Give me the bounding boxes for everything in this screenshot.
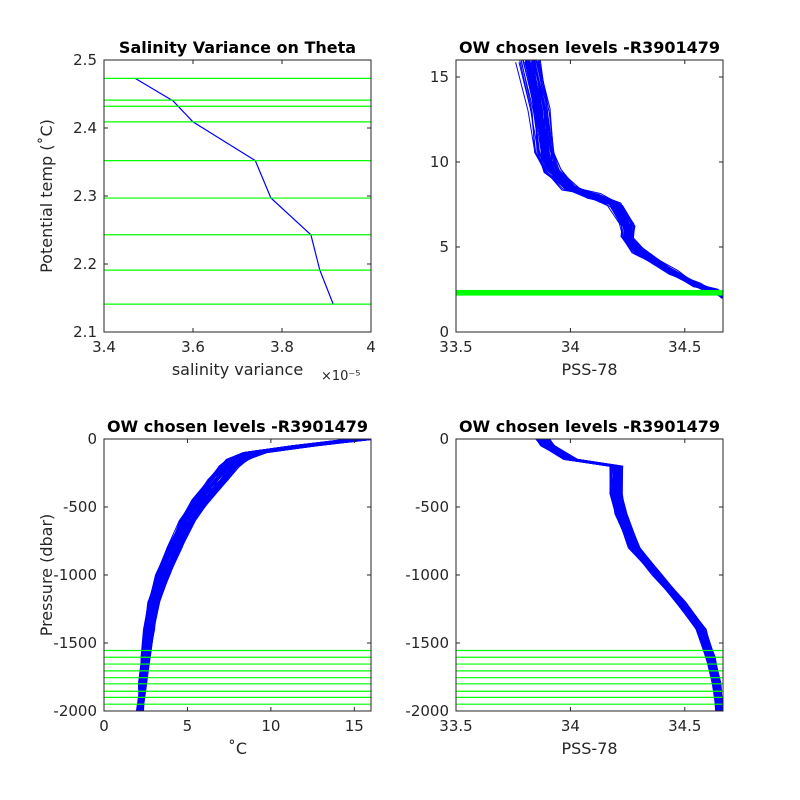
y-tick-label: 2.5 xyxy=(73,51,97,69)
panel-salinity-variance: 3.4 3.6 3.8 4 2.1 2.2 2.3 2.4 2.5 Salinity Varian… xyxy=(37,38,376,384)
y-tick-label: -1000 xyxy=(405,566,449,584)
profile-line xyxy=(139,439,371,711)
axes-frame xyxy=(455,59,724,333)
chart-title: OW chosen levels -R3901479 xyxy=(459,417,720,436)
profile-line xyxy=(535,439,717,711)
profile-line xyxy=(541,439,720,711)
profile-line xyxy=(549,439,723,711)
panel-salinity-pressure-profiles: 33.5 34 34.5 -2000 -1500 -1000 -500 0 OW chosen … xyxy=(405,417,724,758)
x-tick-label: 34.5 xyxy=(668,717,701,735)
chosen-level-band xyxy=(456,289,723,296)
x-tick-label: 3.6 xyxy=(181,338,205,356)
y-tick-label: 2.2 xyxy=(73,255,97,273)
x-axis-label: PSS-78 xyxy=(561,360,617,379)
plot-area xyxy=(104,439,371,711)
chart-title: OW chosen levels -R3901479 xyxy=(459,38,720,57)
plot-area xyxy=(456,60,723,300)
x-tick-label: 4 xyxy=(366,338,376,356)
x-tick-label: 33.5 xyxy=(439,338,472,356)
x-tick-label: 5 xyxy=(183,717,193,735)
panel-salinity-theta-profiles: 33.5 34 34.5 0 5 10 15 OW chosen levels -R39014… xyxy=(430,38,724,379)
x-tick-label: 33.5 xyxy=(439,717,472,735)
y-tick-label: 0 xyxy=(87,430,97,448)
x-tick-label: 10 xyxy=(261,717,280,735)
profile-line xyxy=(140,439,363,711)
profile-line xyxy=(529,60,723,299)
profile-line xyxy=(519,60,723,295)
y-tick-label: 0 xyxy=(439,323,449,341)
y-tick-label: -500 xyxy=(415,498,449,516)
profile-line xyxy=(138,439,371,711)
x-axis-label: salinity variance xyxy=(172,360,303,379)
profile-line xyxy=(535,439,717,711)
series-line xyxy=(134,77,334,305)
x-axis-exponent: ×10⁻⁵ xyxy=(321,369,361,384)
plot-area xyxy=(456,439,723,711)
y-tick-label: -1500 xyxy=(405,634,449,652)
y-tick-label: -2000 xyxy=(405,702,449,720)
chart-title: OW chosen levels -R3901479 xyxy=(107,417,368,436)
y-tick-label: 2.4 xyxy=(73,119,97,137)
x-axis-label: ˚C xyxy=(228,739,247,758)
profile-line xyxy=(140,439,361,711)
y-tick-label: -2000 xyxy=(53,702,97,720)
plot-area xyxy=(104,77,371,305)
panel-temperature-pressure-profiles: 0 5 10 15 -2000 -1500 -1000 -500 0 OW chosen leve… xyxy=(37,417,372,758)
y-tick-label: 2.1 xyxy=(73,323,97,341)
y-axis-label: Pressure (dbar) xyxy=(37,514,56,637)
x-tick-label: 34 xyxy=(561,338,580,356)
y-tick-label: 0 xyxy=(439,430,449,448)
y-axis-label: Potential temp (˚C) xyxy=(37,119,56,273)
profile-line xyxy=(522,60,721,295)
chart-title: Salinity Variance on Theta xyxy=(119,38,356,57)
x-tick-label: 3.4 xyxy=(92,338,116,356)
y-tick-label: 5 xyxy=(439,238,449,256)
y-tick-label: 15 xyxy=(430,68,449,86)
y-tick-label: -1000 xyxy=(53,566,97,584)
x-axis-label: PSS-78 xyxy=(561,739,617,758)
x-tick-label: 34 xyxy=(561,717,580,735)
y-tick-label: 10 xyxy=(430,153,449,171)
x-tick-label: 0 xyxy=(99,717,109,735)
x-tick-label: 15 xyxy=(345,717,364,735)
y-tick-label: -500 xyxy=(63,498,97,516)
x-tick-label: 3.8 xyxy=(270,338,294,356)
y-tick-label: 2.3 xyxy=(73,187,97,205)
y-tick-label: -1500 xyxy=(53,634,97,652)
x-tick-label: 34.5 xyxy=(668,338,701,356)
